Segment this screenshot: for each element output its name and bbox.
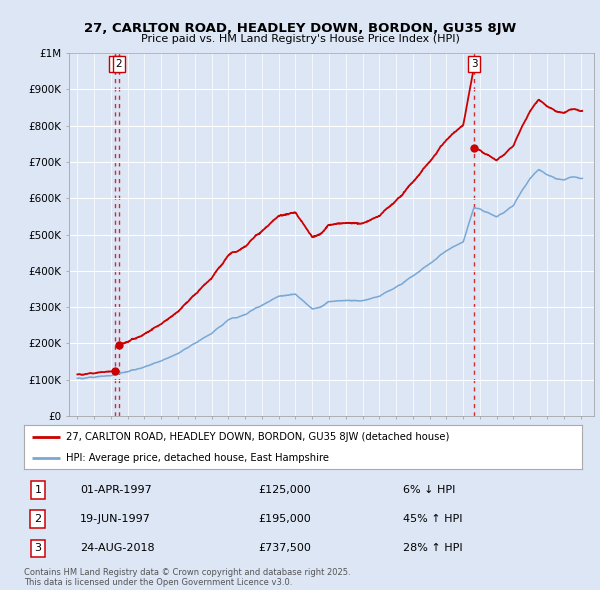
Text: 27, CARLTON ROAD, HEADLEY DOWN, BORDON, GU35 8JW: 27, CARLTON ROAD, HEADLEY DOWN, BORDON, … [84, 22, 516, 35]
Text: 3: 3 [471, 59, 478, 69]
Text: 28% ↑ HPI: 28% ↑ HPI [403, 543, 463, 553]
Text: Price paid vs. HM Land Registry's House Price Index (HPI): Price paid vs. HM Land Registry's House … [140, 34, 460, 44]
Text: 01-APR-1997: 01-APR-1997 [80, 485, 152, 495]
Text: Contains HM Land Registry data © Crown copyright and database right 2025.
This d: Contains HM Land Registry data © Crown c… [24, 568, 350, 587]
Text: £195,000: £195,000 [259, 514, 311, 524]
Text: 27, CARLTON ROAD, HEADLEY DOWN, BORDON, GU35 8JW (detached house): 27, CARLTON ROAD, HEADLEY DOWN, BORDON, … [66, 432, 449, 442]
Text: 1: 1 [34, 485, 41, 495]
Text: 45% ↑ HPI: 45% ↑ HPI [403, 514, 463, 524]
Text: 2: 2 [116, 59, 122, 69]
Text: 6% ↓ HPI: 6% ↓ HPI [403, 485, 456, 495]
Text: HPI: Average price, detached house, East Hampshire: HPI: Average price, detached house, East… [66, 453, 329, 463]
Text: 3: 3 [34, 543, 41, 553]
Text: 19-JUN-1997: 19-JUN-1997 [80, 514, 151, 524]
Text: £737,500: £737,500 [259, 543, 311, 553]
Text: 1: 1 [112, 59, 118, 69]
Text: 24-AUG-2018: 24-AUG-2018 [80, 543, 154, 553]
Text: 2: 2 [34, 514, 41, 524]
Text: £125,000: £125,000 [259, 485, 311, 495]
